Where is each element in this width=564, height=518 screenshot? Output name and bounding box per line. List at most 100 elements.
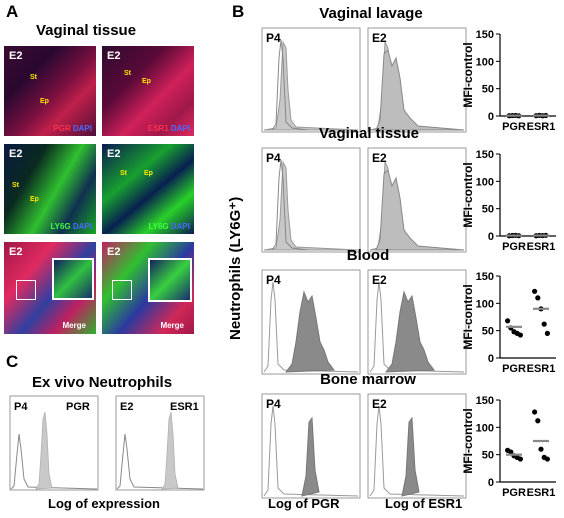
panel-b-letter: B: [232, 2, 245, 21]
epithelium-label: Ep: [30, 196, 39, 203]
y-tick-label: 0: [488, 111, 494, 123]
y-tick-label: 0: [488, 353, 494, 365]
y-tick-label: 100: [476, 56, 494, 68]
data-point: [541, 321, 547, 327]
data-point: [508, 449, 514, 455]
panel-c-xlabel: Log of expression: [48, 496, 160, 511]
hist-frame: [9, 395, 99, 491]
stain-dapi-label: DAPI: [170, 124, 190, 133]
panel-c-title: Ex vivo Neutrophils: [32, 374, 173, 391]
y-tick-label: 150: [476, 149, 494, 161]
hist-tag-e2: E2: [120, 401, 133, 413]
y-tick-label: 0: [488, 477, 494, 489]
zoom-inset: [52, 258, 94, 300]
hist-frame: [261, 27, 361, 133]
stain-ly6g-label: LY6G: [50, 222, 71, 231]
expression-histogram: [401, 416, 420, 497]
hist-frame: [367, 147, 467, 253]
micrograph-tag: E2: [107, 246, 121, 258]
y-tick-label: 100: [476, 176, 494, 188]
hist-frame: [367, 27, 467, 133]
y-axis-label: MFI-control: [461, 42, 475, 107]
stain-dapi-label: DAPI: [72, 124, 92, 133]
isotype-control-curve: [263, 405, 359, 497]
micrograph-tag: E2: [9, 148, 23, 160]
hist-marker-esr1: ESR1: [170, 401, 199, 413]
x-tick-label: ESR1: [527, 121, 556, 133]
y-tick-label: 100: [476, 422, 494, 434]
zoom-inset: [148, 258, 192, 302]
y-axis-label: MFI-control: [461, 408, 475, 473]
hist-tag: E2: [372, 31, 387, 45]
pgr-expression-peak: [35, 411, 53, 490]
hist-tag: P4: [266, 273, 281, 287]
hist-tag: E2: [372, 273, 387, 287]
micrograph-merge-1: E2 Merge: [4, 242, 96, 334]
histogram-esr1: E2: [367, 269, 467, 375]
row-title: Blood: [347, 247, 390, 264]
hist-tag: P4: [266, 151, 281, 165]
hist-frame: [261, 393, 361, 499]
y-axis-label: MFI-control: [461, 284, 475, 349]
panel-a-title: Vaginal tissue: [36, 22, 137, 39]
row-title: Vaginal lavage: [319, 5, 422, 22]
merge-label: Merge: [62, 321, 86, 330]
isotype-control-curve: [116, 433, 204, 490]
panel-c-letter: C: [6, 352, 19, 371]
micrograph-tag: E2: [107, 50, 121, 62]
stroma-label: St: [120, 170, 127, 177]
data-point: [517, 332, 524, 338]
y-tick-label: 50: [482, 84, 494, 96]
x-tick-label: PGR: [502, 241, 526, 253]
y-tick-label: 150: [476, 29, 494, 41]
x-tick-label: PGR: [502, 487, 526, 499]
expression-histogram: [284, 290, 335, 373]
data-point: [532, 288, 538, 294]
stain-esr1-label: ESR1: [147, 124, 169, 133]
panel-c-hist-left: P4 PGR: [9, 395, 99, 491]
isotype-control-curve: [369, 405, 465, 497]
epithelium-label: Ep: [142, 78, 151, 85]
data-point: [532, 409, 538, 415]
y-tick-label: 100: [476, 298, 494, 310]
micrograph-esr1: E2 St Ep ESR1 DAPI: [102, 46, 194, 136]
histogram-pgr: P4: [261, 393, 361, 499]
hist-tag: P4: [266, 31, 281, 45]
epithelium-label: Ep: [144, 170, 153, 177]
hist-tag: E2: [372, 397, 387, 411]
hist-frame: [115, 395, 205, 491]
stain-dapi-label: DAPI: [170, 222, 190, 231]
hist-frame: [367, 393, 467, 499]
hist-frame: [367, 269, 467, 375]
stroma-label: St: [30, 74, 37, 81]
y-tick-label: 0: [488, 231, 494, 243]
histogram-pgr: P4: [261, 147, 361, 253]
stain-dapi-label: DAPI: [72, 222, 92, 231]
histogram-pgr: P4: [261, 27, 361, 133]
expression-histogram: [263, 40, 359, 131]
hist-tag: E2: [372, 151, 387, 165]
data-point: [544, 330, 551, 336]
hist-frame: [261, 147, 361, 253]
isotype-control-curve: [263, 281, 359, 373]
hist-frame: [261, 269, 361, 375]
x-tick-label: ESR1: [527, 363, 556, 375]
x-tick-label: ESR1: [527, 487, 556, 499]
zoom-region-box: [16, 280, 36, 300]
x-tick-label: ESR1: [527, 241, 556, 253]
data-point: [544, 456, 551, 462]
isotype-control-curve: [271, 39, 309, 131]
stain-pgr-label: PGR: [53, 124, 71, 133]
panel-b-xlabel-pgr: Log of PGR: [268, 496, 340, 511]
data-point: [517, 456, 524, 462]
micrograph-tag: E2: [9, 50, 23, 62]
histogram-esr1: E2: [367, 393, 467, 499]
hist-tag-p4: P4: [14, 401, 28, 413]
panel-a-letter: A: [6, 2, 19, 21]
